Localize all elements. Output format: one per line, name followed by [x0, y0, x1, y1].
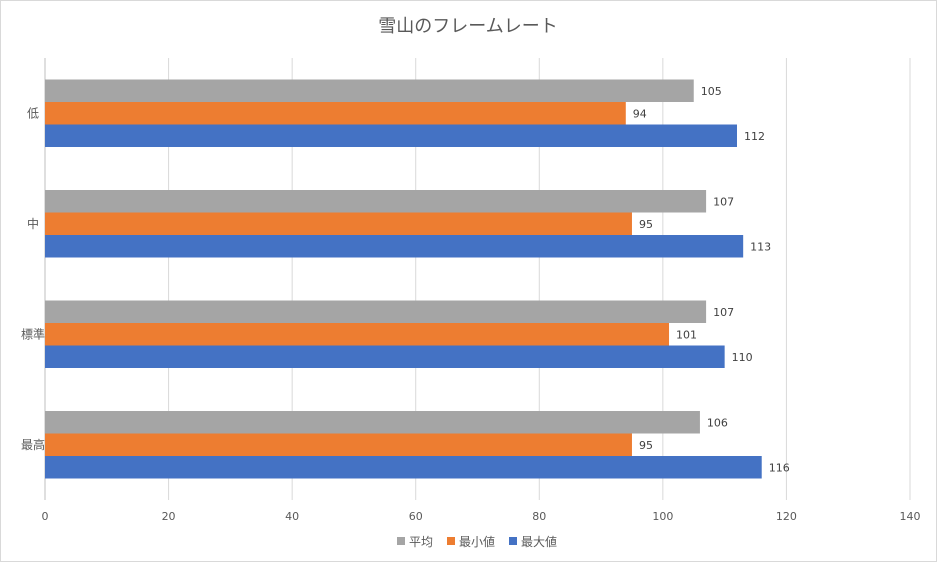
bars: [45, 79, 762, 479]
bar-最大値: [45, 345, 725, 368]
bar-最小値: [45, 212, 632, 235]
legend-swatch: [397, 537, 405, 545]
x-tick-label: 0: [42, 510, 49, 523]
bar-最大値: [45, 124, 737, 147]
category-label: 低: [27, 106, 39, 120]
legend: 平均 最小値 最大値: [397, 534, 557, 549]
legend-label: 平均: [409, 535, 433, 549]
legend-label: 最大値: [521, 534, 557, 549]
bar-最大値: [45, 235, 744, 258]
x-tick-label: 80: [532, 510, 546, 523]
data-label: 107: [713, 195, 734, 208]
bar-平均: [45, 79, 694, 102]
data-label: 113: [750, 240, 771, 253]
x-axis-ticks: 0 20 40 60 80 100 120 140: [42, 510, 921, 523]
data-label: 95: [639, 218, 653, 231]
legend-swatch: [447, 537, 455, 545]
data-label: 95: [639, 439, 653, 452]
bar-平均: [45, 190, 707, 213]
x-tick-label: 60: [409, 510, 423, 523]
x-tick-label: 20: [162, 510, 176, 523]
data-label: 110: [732, 351, 753, 364]
bar-平均: [45, 300, 707, 323]
category-label: 最高: [21, 437, 45, 452]
data-label: 107: [713, 306, 734, 319]
legend-label: 最小値: [459, 534, 495, 549]
category-label: 中: [27, 216, 39, 231]
data-label: 94: [633, 107, 647, 120]
data-label: 112: [744, 130, 765, 143]
legend-swatch: [509, 537, 517, 545]
data-label: 105: [701, 85, 722, 98]
chart-title: 雪山のフレームレート: [378, 16, 557, 37]
x-tick-label: 100: [652, 510, 673, 523]
data-label: 106: [707, 416, 728, 429]
bar-最小値: [45, 102, 626, 125]
data-label: 116: [769, 461, 790, 474]
bar-最小値: [45, 433, 632, 456]
bar-平均: [45, 411, 700, 434]
x-tick-label: 140: [900, 510, 921, 523]
x-tick-label: 40: [285, 510, 299, 523]
data-label: 101: [676, 328, 697, 341]
data-labels: 105 94 112 107 95 113 107 101 110 106 95 116: [633, 85, 790, 475]
category-label: 標準: [21, 326, 45, 341]
x-tick-label: 120: [776, 510, 797, 523]
bar-最小値: [45, 323, 670, 346]
bar-最大値: [45, 456, 762, 479]
